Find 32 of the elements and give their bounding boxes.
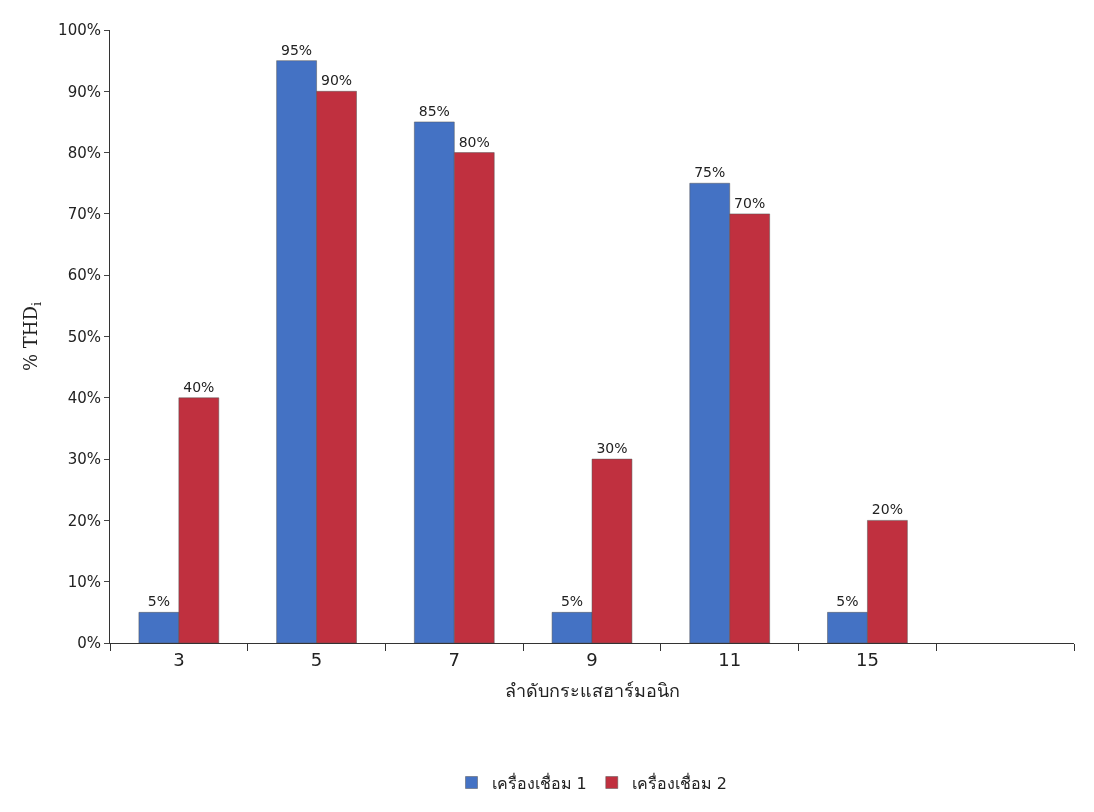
legend-label: เครื่องเชื่อม 1	[491, 771, 587, 793]
x-tick-label: 9	[586, 648, 598, 670]
data-label: 5%	[147, 593, 170, 610]
y-tick-label: 50%	[67, 327, 101, 346]
y-tick-label: 70%	[67, 205, 101, 224]
data-label: 75%	[694, 164, 726, 181]
y-tick-label: 10%	[67, 572, 101, 591]
y-tick-label: 60%	[67, 266, 101, 285]
x-tick-label: 7	[448, 648, 461, 670]
data-label: 90%	[320, 72, 353, 89]
y-tick-label: 90%	[67, 82, 101, 101]
data-label: 5%	[836, 593, 859, 610]
data-label: 95%	[281, 41, 313, 58]
legend-label: เครื่องเชื่อม 2	[631, 771, 728, 793]
x-tick-label: 3	[173, 648, 185, 670]
data-label: 70%	[734, 194, 766, 211]
y-tick-label: 20%	[67, 511, 101, 530]
data-label: 40%	[183, 378, 215, 395]
y-tick-label: 40%	[67, 389, 101, 408]
y-tick-label: 100%	[58, 21, 101, 40]
x-tick-label: 11	[718, 648, 742, 670]
data-label: 20%	[871, 501, 903, 518]
data-label: 85%	[418, 102, 450, 119]
y-tick-label: 30%	[67, 450, 101, 469]
x-tick-label: 5	[310, 648, 323, 670]
y-tick-label: 80%	[67, 143, 101, 162]
data-label: 30%	[596, 440, 628, 457]
x-axis-title: ลำดับกระแสฮาร์มอนิก	[504, 679, 680, 701]
y-tick-label: 0%	[77, 634, 101, 653]
x-tick-label: 15	[855, 648, 879, 670]
data-label: 5%	[560, 593, 584, 610]
data-label: 80%	[458, 133, 490, 150]
